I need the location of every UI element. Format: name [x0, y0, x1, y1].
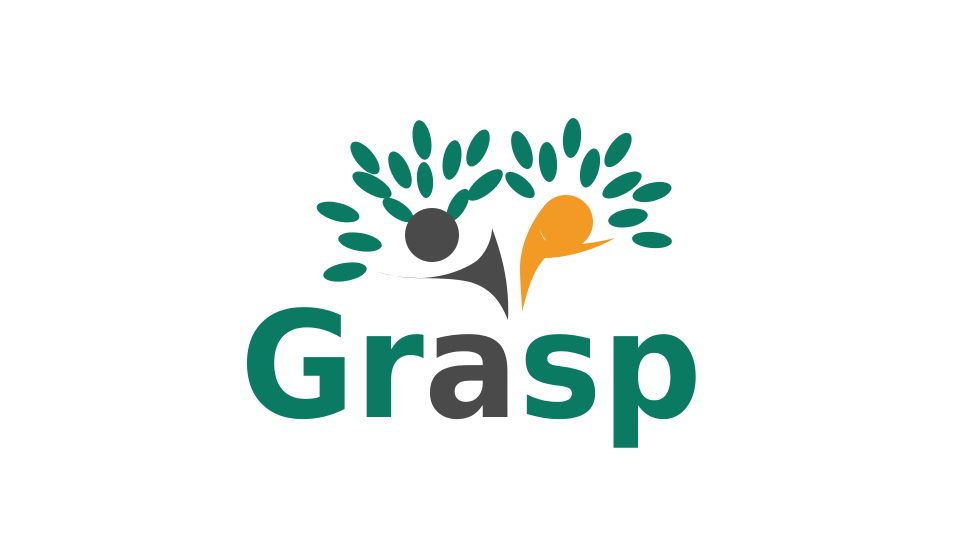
head — [539, 195, 593, 249]
body — [378, 228, 509, 320]
wordmark-part: a — [424, 280, 518, 452]
head — [405, 208, 459, 262]
leaf — [505, 171, 535, 199]
wordmark-part: Gr — [240, 280, 424, 452]
wordmark: Grasp — [240, 280, 702, 452]
leaf — [316, 201, 360, 223]
left-tree-leaves — [316, 120, 503, 282]
leaf — [467, 169, 503, 201]
leaf — [632, 181, 672, 203]
gray-figure — [378, 208, 509, 320]
leaf — [412, 120, 432, 160]
right-tree-leaves — [505, 118, 672, 249]
leaf — [562, 118, 582, 158]
leaf — [442, 140, 462, 180]
leaf — [446, 188, 470, 222]
leaf — [604, 132, 632, 168]
leaf — [416, 162, 434, 198]
leaf — [338, 232, 382, 252]
leaf — [350, 141, 380, 175]
leaf — [466, 129, 490, 167]
body — [520, 205, 615, 312]
leaf — [602, 171, 642, 199]
leaf — [511, 130, 533, 170]
leaf — [608, 208, 648, 228]
leaf — [388, 151, 412, 189]
wordmark-part: sp — [518, 280, 702, 452]
leaf — [382, 197, 414, 223]
leaf — [579, 148, 601, 188]
leaf — [632, 231, 672, 249]
leaf — [352, 171, 392, 199]
orange-figure — [520, 195, 615, 312]
leaf — [538, 142, 558, 182]
leaf — [323, 262, 367, 282]
